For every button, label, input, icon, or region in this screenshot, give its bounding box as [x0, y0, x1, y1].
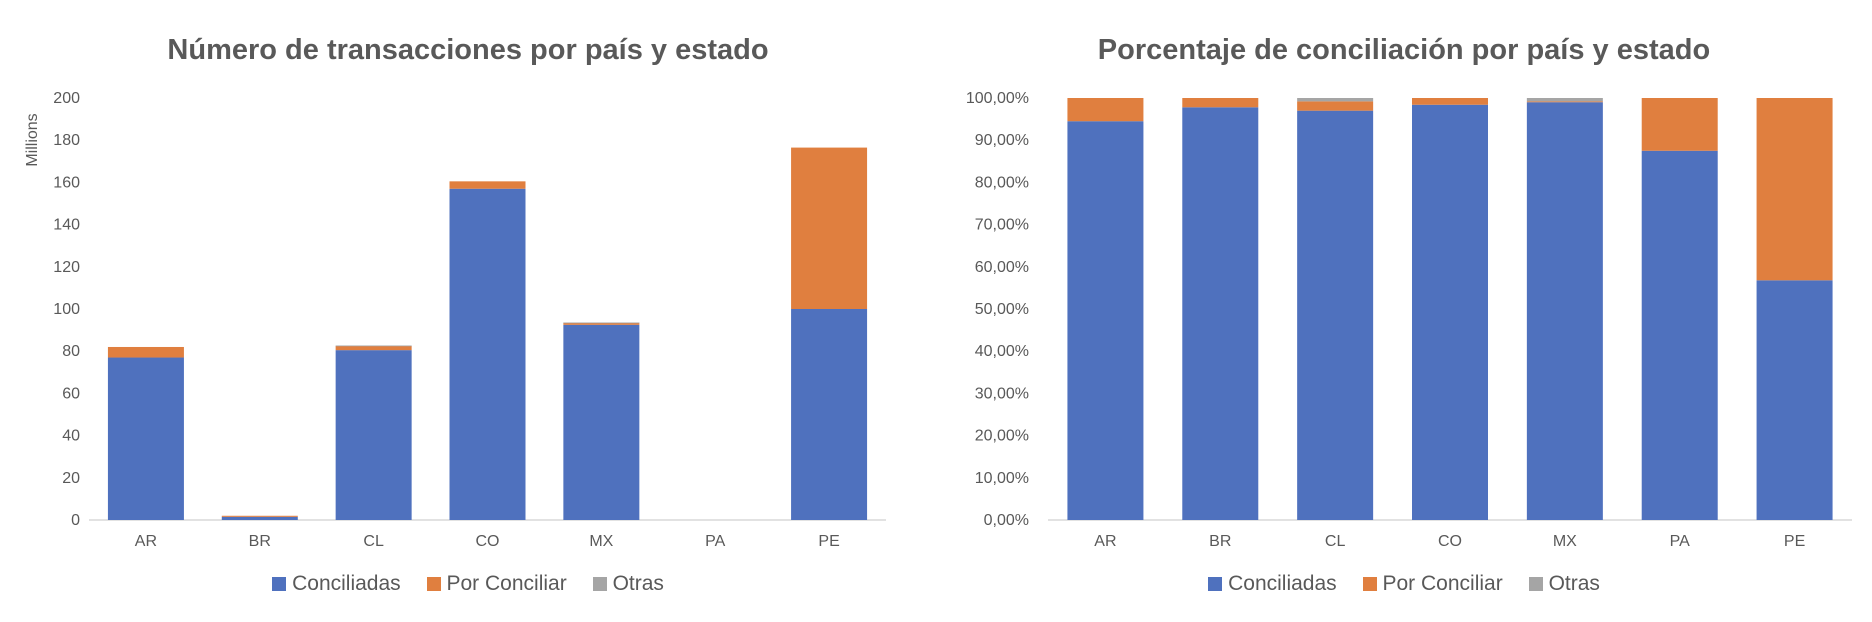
y-tick-label: 10,00% [975, 470, 1029, 487]
y-tick-label: 80 [62, 343, 80, 360]
y-tick-label: 80,00% [975, 174, 1029, 191]
legend-label-otras: Otras [612, 572, 664, 595]
x-tick-label: MX [1553, 533, 1577, 550]
y-tick-label: 160 [53, 174, 80, 191]
bar-mx-otras [1526, 98, 1603, 102]
bar-co-conciliadas [1412, 104, 1488, 520]
legend-item-otras: Otras [592, 572, 664, 596]
bar-mx-otras [563, 322, 640, 324]
bar-pa-conciliadas [1641, 150, 1718, 520]
legend-item-conciliadas: Conciliadas [272, 572, 401, 596]
x-tick-label: BR [249, 533, 271, 550]
bar-pe-por-conciliar [791, 147, 868, 309]
legend-label-por-conciliar: Por Conciliar [1382, 572, 1503, 595]
legend-swatch-otras [1528, 577, 1543, 591]
bar-co-por-conciliar [1412, 98, 1488, 105]
bar-mx-por-conciliar [1526, 101, 1603, 103]
bar-mx-conciliadas [1526, 102, 1603, 520]
chart-title: Número de transacciones por país y estad… [167, 34, 769, 66]
bar-cl-por-conciliar [1297, 101, 1374, 111]
bar-co-conciliadas [449, 188, 526, 521]
transactions-plot: 0 20 40 60 80 100 120 140 160 180 200 Millions AR BR C… [24, 90, 886, 550]
legend-swatch-conciliadas [1208, 577, 1223, 591]
legend-swatch-conciliadas [272, 577, 287, 591]
bar-ar-por-conciliar [107, 346, 184, 358]
legend-swatch-por-conciliar [1362, 577, 1377, 591]
x-tick-label: PA [705, 533, 725, 550]
bar-co-por-conciliar [449, 181, 526, 189]
bar-cl-conciliadas [1297, 110, 1374, 520]
bar-br-conciliadas [221, 516, 298, 520]
y-tick-label: 0 [71, 512, 80, 529]
chart-legend: Conciliadas Por Conciliar Otras [936, 572, 1872, 597]
bar-br-por-conciliar [221, 515, 298, 517]
bar-cl-conciliadas [335, 350, 412, 520]
chart-legend: Conciliadas Por Conciliar Otras [0, 572, 936, 597]
y-tick-label: 100 [53, 301, 80, 318]
bar-br-conciliadas [1182, 107, 1259, 520]
bar-ar-conciliadas [1067, 121, 1144, 521]
x-tick-label: PE [818, 533, 839, 550]
x-tick-label: BR [1209, 533, 1231, 550]
legend-swatch-otras [592, 577, 607, 591]
legend-item-por-conciliar: Por Conciliar [1362, 572, 1503, 596]
y-tick-label: 20,00% [975, 428, 1029, 445]
bar-pe-conciliadas [1756, 280, 1833, 520]
legend-item-por-conciliar: Por Conciliar [426, 572, 567, 596]
bar-mx-conciliadas [563, 324, 640, 520]
x-tick-label: MX [589, 533, 613, 550]
bar-cl-por-conciliar [335, 345, 412, 351]
bar-cl-otras [335, 345, 412, 347]
x-tick-label: CL [1325, 533, 1346, 550]
y-tick-label: 60,00% [975, 259, 1029, 276]
y-tick-label: 50,00% [975, 301, 1029, 318]
legend-label-conciliadas: Conciliadas [1228, 572, 1337, 595]
legend-item-otras: Otras [1528, 572, 1600, 596]
legend-swatch-por-conciliar [426, 577, 441, 591]
legend-item-conciliadas: Conciliadas [1208, 572, 1337, 596]
x-tick-label: AR [1094, 533, 1116, 550]
bar-pa-por-conciliar [1641, 98, 1718, 151]
y-tick-label: 90,00% [975, 132, 1029, 149]
x-tick-label: AR [135, 533, 157, 550]
bar-mx-por-conciliar [563, 322, 640, 325]
y-tick-label: 120 [53, 259, 80, 276]
y-tick-label: 40 [62, 428, 80, 445]
y-tick-label: 70,00% [975, 217, 1029, 234]
y-tick-label: 140 [53, 217, 80, 234]
reconciliation-chart: Porcentaje de conciliación por país y es… [936, 0, 1872, 622]
y-tick-label: 180 [53, 132, 80, 149]
y-tick-label: 20 [62, 470, 80, 487]
legend-label-por-conciliar: Por Conciliar [446, 572, 567, 595]
y-tick-label: 60 [62, 385, 80, 402]
x-tick-label: CL [363, 533, 384, 550]
legend-label-otras: Otras [1548, 572, 1600, 595]
legend-label-conciliadas: Conciliadas [292, 572, 401, 595]
bar-ar-conciliadas [107, 357, 184, 520]
x-tick-label: CO [1438, 533, 1462, 550]
x-tick-label: CO [476, 533, 500, 550]
chart-title: Porcentaje de conciliación por país y es… [1097, 34, 1711, 66]
y-axis-label: Millions [24, 113, 41, 166]
y-tick-label: 200 [53, 90, 80, 107]
bar-ar-por-conciliar [1067, 98, 1144, 122]
y-tick-label: 100,00% [966, 90, 1029, 107]
reconciliation-plot: 0,00% 10,00% 20,00% 30,00% 40,00% 50,00% 60,00… [966, 90, 1852, 550]
bar-cl-otras [1297, 98, 1374, 102]
x-tick-label: PA [1670, 533, 1690, 550]
bar-pe-conciliadas [791, 309, 868, 520]
bar-br-por-conciliar [1182, 98, 1259, 108]
x-tick-label: PE [1784, 533, 1805, 550]
y-tick-label: 0,00% [984, 512, 1029, 529]
y-tick-label: 40,00% [975, 343, 1029, 360]
y-tick-label: 30,00% [975, 385, 1029, 402]
transactions-chart: Número de transacciones por país y estad… [0, 34, 936, 597]
bar-pe-por-conciliar [1756, 98, 1833, 281]
